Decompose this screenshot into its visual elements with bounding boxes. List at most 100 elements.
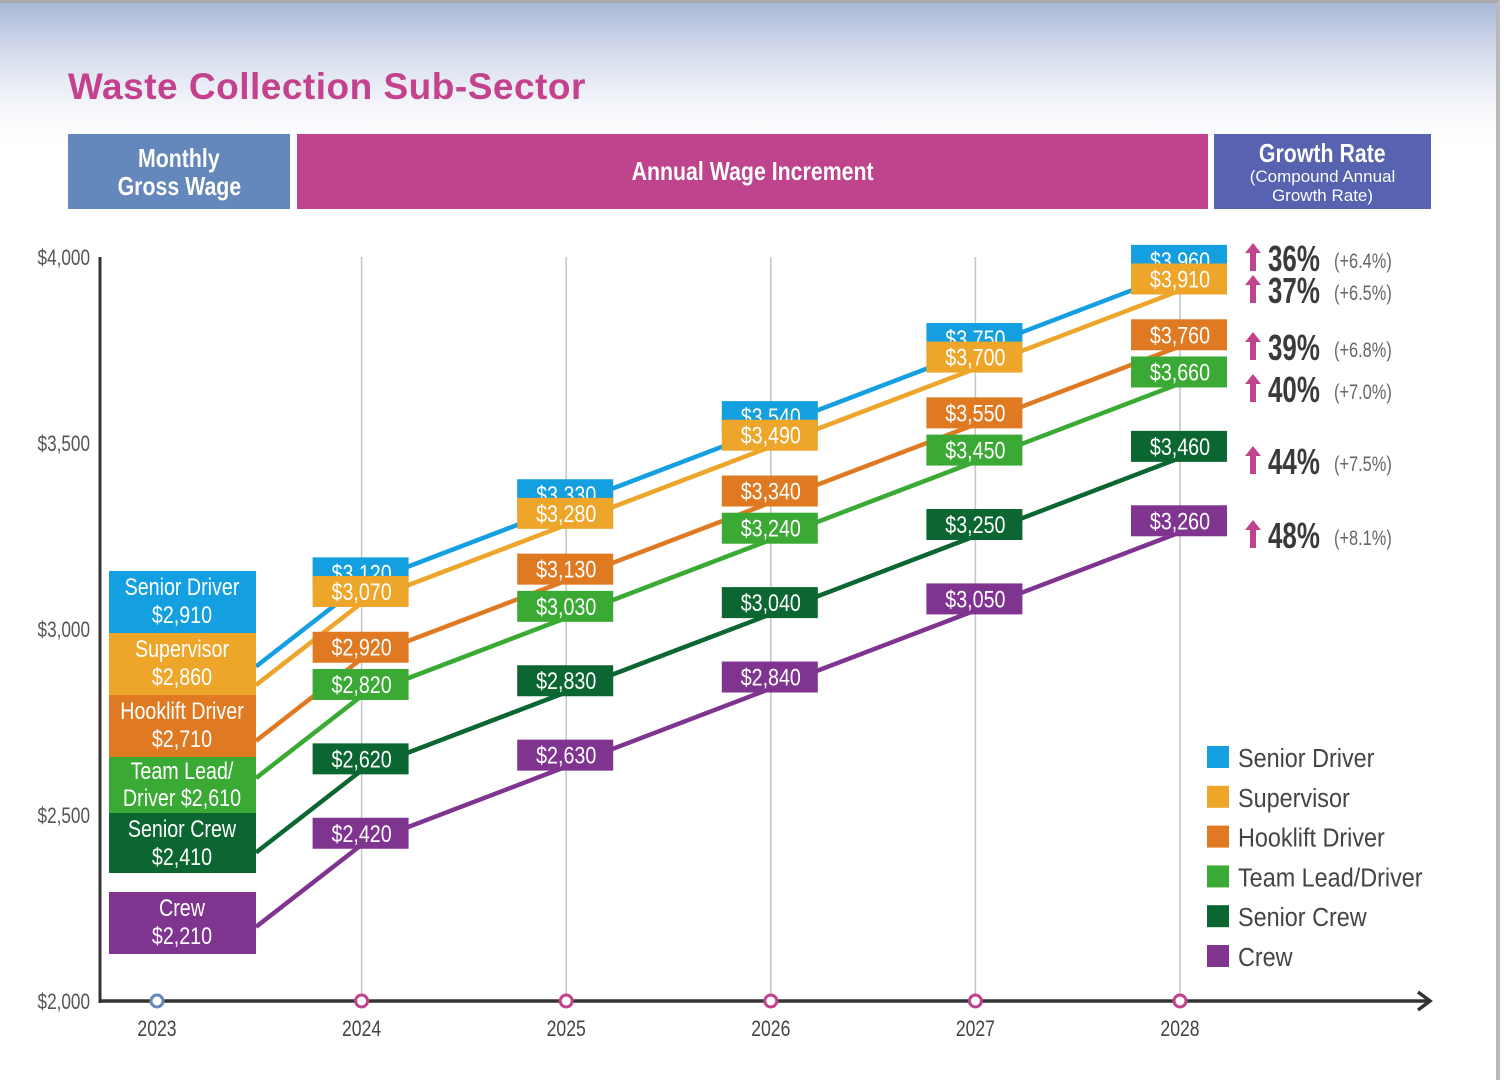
start-label-team-lead-driver: Team Lead/Driver $2,610 <box>109 757 256 813</box>
growth-cagr: (+6.4%) <box>1334 249 1392 272</box>
data-label: $3,260 <box>1131 505 1227 537</box>
legend-item: Supervisor <box>1207 785 1350 813</box>
growth-rate-senior-driver: 36% (+6.4%) <box>1245 239 1392 279</box>
growth-rate-supervisor: 37% (+6.5%) <box>1245 271 1392 311</box>
data-label: $3,910 <box>1131 263 1227 295</box>
legend-label: Senior Crew <box>1238 904 1367 932</box>
data-label-text: $3,910 <box>1150 266 1210 293</box>
data-label-box <box>1131 430 1227 462</box>
year-marker-2028 <box>1172 993 1188 1009</box>
growth-cagr: (+7.5%) <box>1334 452 1392 475</box>
data-label-text: $3,040 <box>741 589 801 616</box>
y-tick-label: $2,000 <box>38 990 90 1015</box>
header-growth-line3: Growth Rate) <box>1271 185 1374 205</box>
header-growth-rate: Growth Rate (Compound Annual Growth Rate… <box>1214 134 1431 209</box>
data-label-box <box>721 512 818 544</box>
data-label-text: $3,240 <box>741 515 801 542</box>
data-label: $3,030 <box>517 590 614 622</box>
legend-item: Hooklift Driver <box>1207 825 1385 853</box>
start-label-text: $2,910 <box>152 601 212 628</box>
start-label-box <box>109 757 256 813</box>
data-label-text: $3,660 <box>1150 359 1210 386</box>
data-label-box <box>721 661 818 693</box>
data-label-box <box>926 341 1023 373</box>
data-label-text: $3,700 <box>945 344 1005 371</box>
growth-percent: 39% <box>1268 328 1320 368</box>
data-label-text: $3,130 <box>536 556 596 583</box>
data-labels: $3,120$3,330$3,540$3,750$3,960$3,070$3,2… <box>312 244 1227 849</box>
legend-swatch <box>1207 825 1229 848</box>
legend-swatch <box>1207 746 1229 768</box>
data-label-text: $3,250 <box>945 511 1005 538</box>
x-tick-label: 2023 <box>137 1017 176 1041</box>
data-label: $3,460 <box>1131 430 1227 462</box>
data-label-text: $3,280 <box>536 500 596 527</box>
x-tick-label: 2028 <box>1160 1017 1199 1041</box>
data-label-text: $3,340 <box>741 478 801 505</box>
data-label-text: $3,450 <box>945 437 1005 464</box>
data-label: $2,630 <box>517 739 614 771</box>
data-label-text: $3,460 <box>1150 433 1210 460</box>
data-label-text: $2,620 <box>332 745 392 772</box>
data-label: $3,550 <box>926 397 1023 429</box>
up-arrow-icon <box>1245 374 1261 402</box>
header-monthly-line2: Gross Wage <box>117 170 241 201</box>
growth-cagr: (+6.8%) <box>1334 338 1392 361</box>
data-label-text: $3,490 <box>741 422 801 449</box>
data-label: $3,490 <box>721 419 818 451</box>
data-label: $3,070 <box>312 575 409 607</box>
growth-cagr: (+7.0%) <box>1334 380 1392 403</box>
data-label-box <box>1131 263 1227 295</box>
data-label: $3,760 <box>1131 319 1227 351</box>
data-label: $3,340 <box>721 475 818 507</box>
start-label-text: Senior Crew <box>128 815 236 842</box>
y-tick-label: $3,500 <box>38 432 90 457</box>
data-label-box <box>926 397 1023 429</box>
growth-rate-hooklift-driver: 39% (+6.8%) <box>1245 328 1392 368</box>
up-arrow-icon <box>1245 446 1261 474</box>
data-label: $2,920 <box>312 631 409 663</box>
legend-label: Supervisor <box>1238 785 1350 813</box>
data-label-box <box>1131 505 1227 537</box>
start-label-text: Senior Driver <box>125 573 240 600</box>
y-tick-label: $2,500 <box>38 804 90 829</box>
data-label: $3,050 <box>926 583 1023 615</box>
data-label-box <box>312 817 409 849</box>
start-label-text: $2,210 <box>152 922 212 949</box>
legend-item: Crew <box>1207 944 1293 972</box>
data-label-box <box>926 509 1023 540</box>
legend: Senior Driver Supervisor Hooklift Driver Te… <box>1207 745 1423 972</box>
data-label-text: $3,760 <box>1150 321 1210 348</box>
data-label: $2,820 <box>312 668 409 700</box>
data-label: $2,420 <box>312 817 409 849</box>
data-label-text: $2,420 <box>332 820 392 847</box>
start-label-text: $2,410 <box>152 843 212 870</box>
start-label-box <box>109 571 256 633</box>
start-label-text: Driver $2,610 <box>123 784 241 811</box>
series-line-supervisor <box>254 288 1181 687</box>
legend-swatch <box>1207 785 1229 808</box>
growth-rate-senior-crew: 44% (+7.5%) <box>1245 442 1392 482</box>
legend-item: Senior Crew <box>1207 904 1367 933</box>
data-label-box <box>312 743 409 775</box>
data-label-box <box>517 590 614 622</box>
data-label-text: $3,030 <box>536 593 596 620</box>
data-label-text: $3,260 <box>1150 507 1210 534</box>
start-labels: Senior Driver$2,910Supervisor$2,860Hookl… <box>109 571 256 954</box>
header-annual-label: Annual Wage Increment <box>631 156 874 186</box>
start-label-text: $2,710 <box>152 725 212 752</box>
year-marker-2027 <box>967 993 983 1009</box>
up-arrow-icon <box>1245 332 1261 360</box>
data-label-text: $2,840 <box>741 664 801 691</box>
y-tick-label: $3,000 <box>38 618 90 643</box>
data-label-box <box>721 419 818 451</box>
start-label-box <box>109 633 256 695</box>
growth-percent: 44% <box>1268 442 1320 482</box>
up-arrow-icon <box>1245 275 1261 303</box>
data-label: $3,280 <box>517 497 614 529</box>
start-label-text: Hooklift Driver <box>120 697 244 724</box>
start-label-senior-driver: Senior Driver$2,910 <box>109 571 256 633</box>
x-axis: 2023 2024 2025 2026 2027 2028 <box>100 990 1433 1042</box>
data-label: $2,620 <box>312 743 409 775</box>
